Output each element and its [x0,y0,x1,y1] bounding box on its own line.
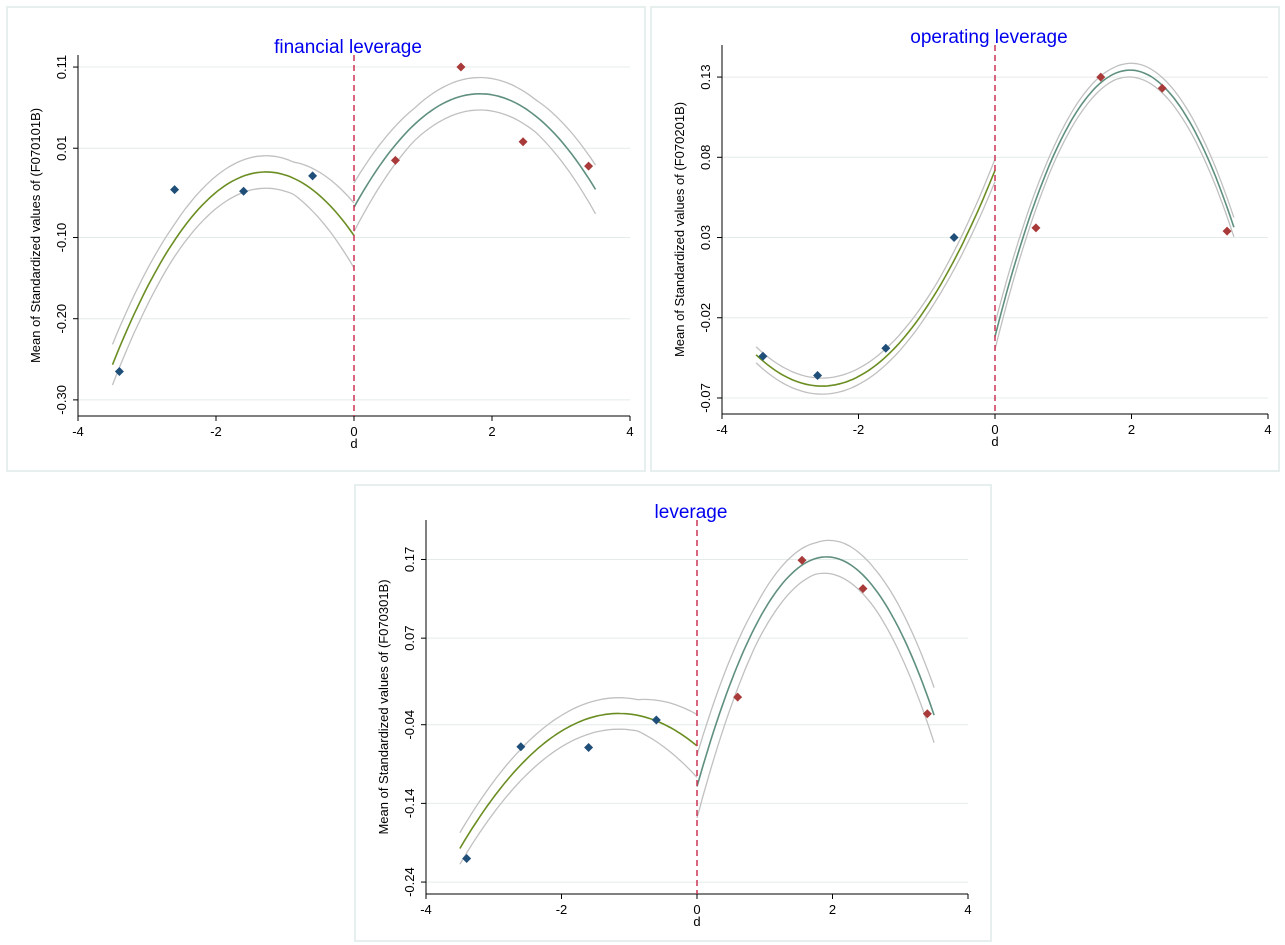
data-point-left [308,171,318,181]
ci-upper-right [696,539,935,756]
data-point-right [518,137,528,147]
y-tick-label: 0.01 [54,136,69,161]
chart-title: leverage [655,502,728,523]
ci-lower-right [696,572,935,819]
x-tick-label: -4 [72,424,84,439]
x-tick-label: 2 [1128,422,1135,437]
data-point-left [462,853,472,863]
y-tick-label: 0.17 [402,547,417,572]
x-tick-label: -2 [556,902,568,917]
data-point-left [170,185,180,195]
y-tick-label: 0.07 [402,625,417,650]
y-axis-label: Mean of Standardized values of (F070301B… [376,579,391,834]
data-point-right [584,161,594,171]
x-tick-label: -4 [716,422,728,437]
ci-upper-right [353,76,597,184]
fit-line-right [994,69,1235,337]
y-tick-label: -0.30 [54,385,69,415]
ci-lower-left [111,187,355,386]
ci-upper-left [111,155,355,345]
data-point-right [1157,83,1167,93]
data-point-right [858,584,868,594]
chart-panel-leverage: -4 -2 0 2 4 -0.24 -0.14 -0.04 0.07 0.17 leverage d M… [354,484,992,942]
x-tick-label: 4 [964,902,971,917]
y-tick-label: -0.24 [402,867,417,897]
y-tick-label: -0.20 [54,304,69,334]
ci-lower-right [353,109,597,232]
ci-upper-left [755,158,996,379]
chart-operating-leverage: -4 -2 0 2 4 -0.07 -0.02 0.03 0.08 0.13 operating l… [672,27,1272,449]
data-point-left [516,742,526,752]
x-axis-label: d [991,434,998,449]
x-tick-label: 0 [693,902,700,917]
y-tick-label: -0.10 [54,223,69,253]
x-tick-label: -4 [420,902,432,917]
ci-lower-left [755,181,996,395]
fit-line-left [755,170,996,387]
fit-line-right [353,92,597,208]
x-tick-label: -2 [853,422,865,437]
data-point-right [456,62,466,72]
data-point-right [390,155,400,165]
data-point-right [797,555,807,565]
data-point-right [1222,226,1232,236]
y-tick-label: 0.08 [698,145,713,170]
chart-financial-leverage: -4 -2 0 2 4 -0.30 -0.20 -0.10 0.01 0.11 financial … [28,37,634,451]
data-point-left [239,186,249,196]
data-point-left [584,743,594,753]
y-axis-label: Mean of Standardized values of (F070201B… [672,102,687,357]
data-point-right [733,692,743,702]
ci-upper-left [459,697,698,834]
chart-panel-operating-leverage: -4 -2 0 2 4 -0.07 -0.02 0.03 0.08 0.13 operating l… [650,6,1280,472]
data-point-left [651,715,661,725]
y-tick-label: -0.07 [698,383,713,413]
x-tick-label: 2 [829,902,836,917]
y-tick-label: 0.11 [54,55,69,79]
fit-line-left [459,712,698,849]
x-axis-label: d [350,436,357,451]
data-point-right [1031,223,1041,233]
data-point-left [949,233,959,243]
x-tick-label: 4 [1264,422,1271,437]
x-tick-label: 0 [350,424,357,439]
data-point-left [881,343,891,353]
data-point-right [922,709,932,719]
fit-line-right [696,556,935,787]
data-point-left [114,366,124,376]
data-point-left [758,351,768,361]
x-tick-label: 4 [626,424,633,439]
x-axis-label: d [693,914,700,929]
chart-leverage: -4 -2 0 2 4 -0.24 -0.14 -0.04 0.07 0.17 leverage d M… [376,502,972,929]
y-tick-label: -0.04 [402,710,417,740]
y-tick-label: -0.14 [402,789,417,819]
chart-panel-financial-leverage: -4 -2 0 2 4 -0.30 -0.20 -0.10 0.01 0.11 financial … [6,6,646,472]
ci-lower-right [994,76,1235,350]
data-point-left [813,371,823,381]
data-point-right [1096,72,1106,82]
y-tick-label: 0.13 [698,64,713,89]
chart-title: operating leverage [910,27,1067,48]
y-axis-label: Mean of Standardized values of (F070101B… [28,108,43,363]
chart-title: financial leverage [274,37,422,58]
fit-line-left [111,171,355,365]
y-tick-label: 0.03 [698,225,713,250]
x-tick-label: 0 [991,422,998,437]
x-tick-label: 2 [488,424,495,439]
x-tick-label: -2 [210,424,222,439]
ci-upper-right [994,62,1235,324]
y-tick-label: -0.02 [698,303,713,333]
ci-lower-left [459,728,698,865]
